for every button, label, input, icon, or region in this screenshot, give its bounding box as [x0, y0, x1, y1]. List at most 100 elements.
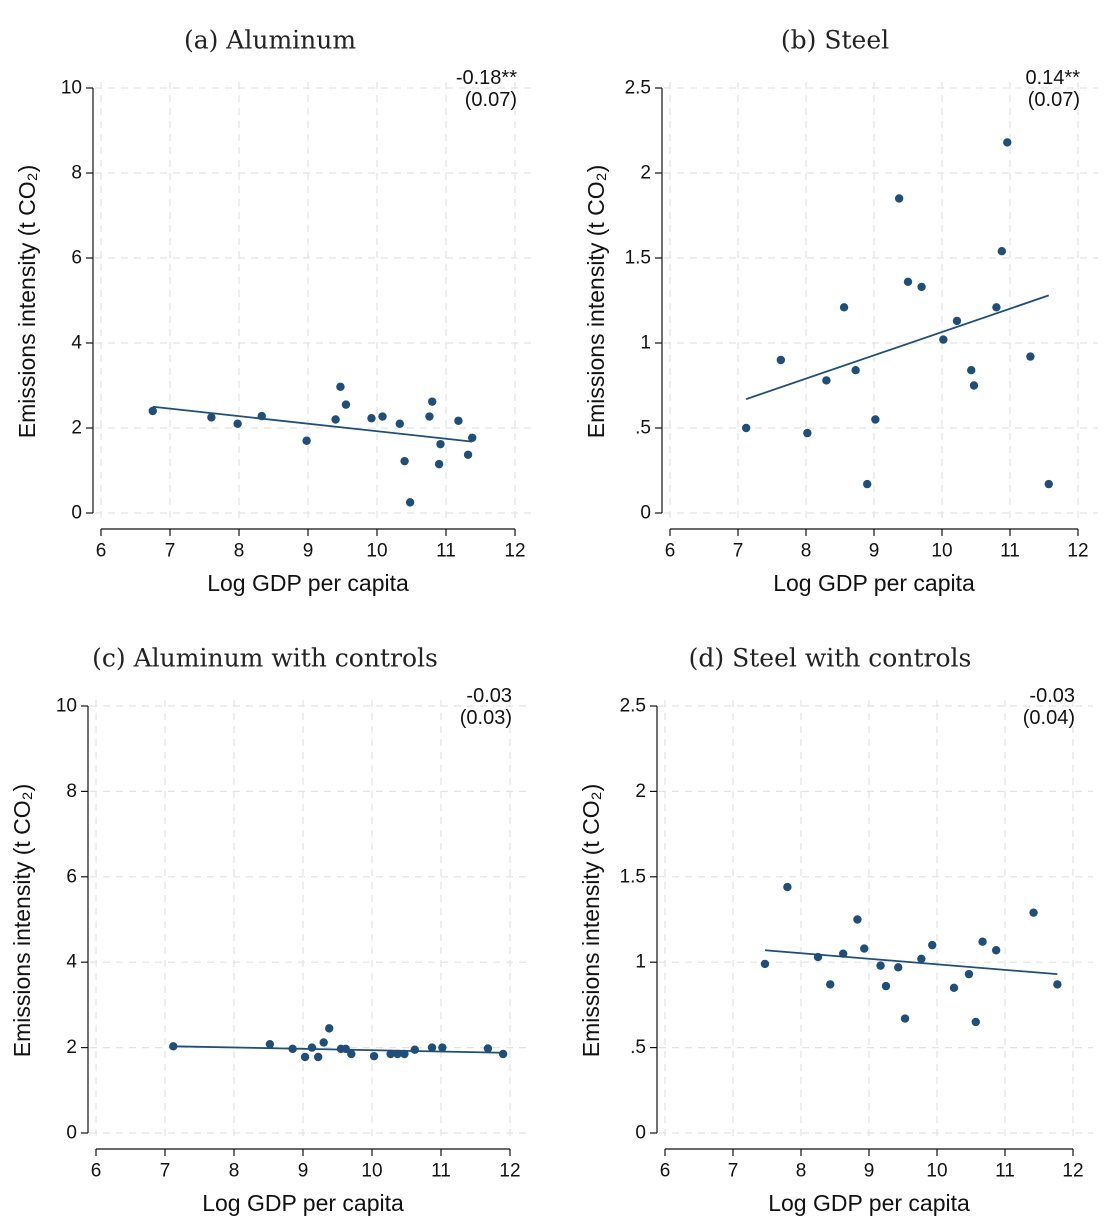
x-axis-label: Log GDP per capita [202, 1190, 404, 1216]
data-point [917, 954, 926, 963]
panel-2: (b) Steel 0 .5 1 1.5 2 2.5 6 7 8 9 10 11 12 Log GDP pe… [583, 25, 1098, 596]
data-point [307, 1043, 317, 1052]
data-point [341, 400, 351, 409]
data-point [838, 949, 848, 958]
y-tick-label: 6 [71, 248, 82, 269]
data-point [776, 355, 786, 365]
data-point [939, 335, 948, 344]
data-point [952, 316, 962, 326]
data-point [288, 1044, 297, 1054]
data-point [395, 419, 404, 428]
y-tick-label: 8 [71, 163, 82, 184]
x-tick-label: 10 [361, 1161, 382, 1182]
y-tick-label: 4 [71, 333, 82, 354]
panel-title: (d) Steel with controls [689, 643, 972, 672]
y-tick-label: 2 [66, 1037, 77, 1058]
data-point [851, 366, 860, 375]
standard-error-label: (0.04) [1023, 707, 1075, 729]
y-tick-label: 6 [66, 866, 77, 887]
panel-title: (a) Aluminum [184, 25, 356, 54]
y-tick-label: 1.5 [625, 248, 651, 269]
fit-line [152, 405, 473, 443]
x-tick-label: 12 [1062, 1161, 1083, 1182]
data-point [438, 1043, 447, 1052]
y-tick-label: 10 [56, 696, 77, 717]
data-point [367, 414, 376, 423]
x-tick-label: 6 [660, 1161, 671, 1182]
x-tick-label: 10 [931, 541, 952, 562]
data-point [265, 1039, 275, 1049]
standard-error-label: (0.07) [1028, 89, 1080, 111]
data-point [427, 1043, 437, 1052]
x-tick-label: 8 [801, 541, 812, 562]
x-tick-label: 12 [1067, 541, 1088, 562]
x-tick-label: 6 [665, 541, 676, 562]
y-tick-label: 0 [66, 1123, 77, 1144]
data-point [881, 981, 891, 991]
x-tick-label: 10 [926, 1161, 947, 1182]
data-point [331, 415, 340, 424]
data-point [425, 412, 434, 421]
data-point [917, 282, 926, 292]
data-point [971, 1017, 980, 1027]
data-point [325, 1024, 334, 1033]
data-point [969, 381, 979, 390]
y-tick-label: .5 [630, 1037, 646, 1058]
data-point [813, 952, 823, 962]
y-tick-label: 2.5 [620, 696, 646, 717]
x-tick-label: 9 [303, 541, 314, 562]
data-point [313, 1052, 323, 1062]
data-point [257, 411, 266, 421]
data-point [347, 1049, 356, 1059]
data-point [760, 959, 770, 969]
y-tick-label: 2 [640, 163, 651, 184]
fit-line [764, 949, 1058, 976]
data-point [822, 376, 831, 385]
y-axis-label: Emissions intensity (t CO₂) [583, 165, 609, 438]
y-tick-label: 0 [71, 503, 82, 524]
data-point [405, 498, 415, 507]
x-tick-label: 12 [499, 1161, 520, 1182]
coefficient-label: -0.03 [1029, 685, 1075, 707]
x-axis-label: Log GDP per capita [207, 570, 409, 596]
x-tick-label: 11 [436, 541, 456, 562]
y-tick-label: 10 [61, 78, 82, 99]
data-point [1044, 479, 1053, 489]
data-point [302, 436, 311, 445]
data-point [876, 961, 885, 970]
data-point [1026, 352, 1035, 361]
data-point [428, 397, 437, 406]
x-tick-label: 7 [165, 541, 176, 562]
data-point [410, 1045, 419, 1054]
x-axis-label: Log GDP per capita [773, 570, 975, 596]
x-axis-label: Log GDP per capita [768, 1190, 970, 1216]
data-point [436, 439, 445, 449]
x-tick-label: 9 [298, 1161, 309, 1182]
x-tick-label: 7 [728, 1161, 739, 1182]
data-point [894, 963, 903, 972]
y-tick-label: 1.5 [620, 866, 646, 887]
y-tick-label: 2.5 [625, 78, 651, 99]
y-tick-label: 0 [640, 503, 651, 524]
fit-line [745, 294, 1050, 400]
data-point [860, 944, 869, 953]
data-point [378, 412, 387, 421]
x-tick-label: 6 [91, 1161, 102, 1182]
x-tick-label: 7 [160, 1161, 171, 1182]
data-point [463, 450, 473, 459]
data-point [741, 423, 751, 433]
data-point [903, 277, 913, 286]
y-tick-label: 2 [635, 781, 646, 802]
data-point [783, 882, 792, 892]
data-point [468, 433, 477, 442]
y-axis-label: Emissions intensity (t CO₂) [578, 784, 604, 1057]
panel-3: (c) Aluminum with controls 0 2 4 6 8 10 6 7 8 9 10 1… [9, 643, 530, 1216]
data-point [826, 980, 835, 989]
standard-error-label: (0.03) [460, 707, 512, 729]
data-point [964, 969, 974, 979]
data-point [386, 1049, 395, 1059]
data-point [1029, 908, 1038, 917]
x-tick-label: 10 [366, 541, 387, 562]
